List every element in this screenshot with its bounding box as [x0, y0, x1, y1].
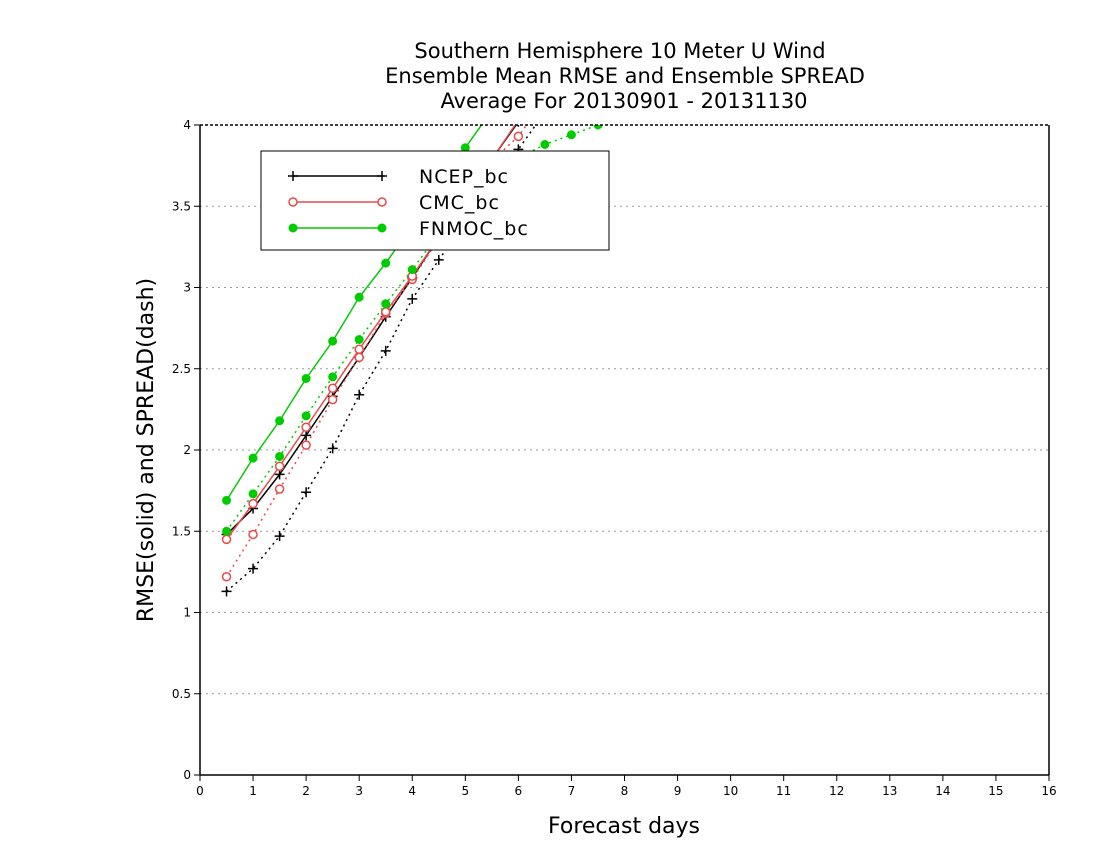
ncep-bc-spread-line	[226, 125, 537, 592]
cmc-bc-rmse-point-5	[354, 344, 364, 354]
cmc-bc-spread-point-11	[513, 131, 524, 142]
x-tick-label-12: 12	[829, 784, 844, 798]
fnmoc-bc-spread-point-2	[275, 452, 285, 461]
y-tick-label-5: 2.5	[172, 362, 191, 376]
x-tick-label-4: 4	[408, 784, 416, 798]
ncep-bc-rmse-point-2	[274, 469, 285, 480]
fnmoc-bc-spread-point-4	[328, 372, 338, 382]
ncep-bc-spread-point-8	[433, 254, 444, 265]
y-tick-label-2: 1	[183, 606, 191, 620]
fnmoc-bc-rmse-point-0	[222, 495, 232, 505]
fnmoc-bc-spread-point-0	[222, 526, 232, 536]
y-tick-label-6: 3	[183, 281, 191, 295]
x-tick-label-10: 10	[723, 784, 738, 798]
y-tick-label-7: 3.5	[172, 199, 191, 213]
legend-marker-end-cmc-bc	[377, 197, 387, 207]
fnmoc-bc-spread-point-7	[407, 265, 417, 275]
fnmoc-bc-spread-line	[225, 125, 601, 532]
fnmoc-bc-spread-point-6	[381, 299, 391, 309]
x-tick-label-2: 2	[302, 784, 310, 798]
x-tick-label-6: 6	[515, 784, 523, 798]
legend-marker-end-ncep-bc	[377, 171, 387, 181]
fnmoc-bc-spread-point-3	[301, 411, 311, 421]
legend: NCEP_bc CMC_bc FNMOC_bc	[260, 150, 610, 251]
fnmoc-bc-spread-point-12	[540, 140, 550, 149]
x-tick-label-14: 14	[935, 784, 950, 798]
x-tick-label-11: 11	[776, 784, 791, 798]
x-tick-label-5: 5	[461, 784, 469, 798]
cmc-bc-spread-point-1	[248, 529, 258, 540]
ncep-bc-spread-point-3	[301, 487, 312, 498]
cmc-bc-rmse-point-3	[301, 422, 311, 432]
fnmoc-bc-rmse-point-6	[381, 258, 391, 268]
y-tick-label-3: 1.5	[172, 524, 191, 538]
fnmoc-bc-spread-point-14	[593, 125, 603, 130]
cmc-bc-spread-point-0	[221, 572, 232, 582]
x-tick-label-15: 15	[988, 784, 1003, 798]
fnmoc-bc-rmse-point-2	[275, 416, 285, 426]
ncep-bc-spread-point-0	[221, 586, 232, 597]
cmc-bc-spread-point-3	[301, 440, 311, 450]
y-tick-label-4: 2	[183, 443, 191, 457]
ncep-bc-spread-point-7	[407, 293, 418, 304]
cmc-bc-rmse-point-4	[327, 383, 338, 393]
y-axis-label: RMSE(solid) and SPREAD(dash)	[134, 278, 159, 622]
fnmoc-bc-spread-point-1	[248, 489, 258, 499]
x-tick-label-16: 16	[1041, 784, 1056, 798]
x-tick-label-8: 8	[621, 784, 629, 798]
legend-box	[260, 150, 610, 251]
y-tick-label-8: 4	[183, 118, 191, 132]
fnmoc-bc-rmse-point-3	[301, 374, 311, 383]
ncep-bc-spread-point-1	[248, 563, 259, 574]
fnmoc-bc-spread-point-5	[354, 335, 364, 344]
title-line-3: Average For 20130901 - 20131130	[440, 89, 807, 113]
cmc-bc-rmse-point-11	[514, 116, 522, 124]
ncep-bc-spread-point-5	[354, 389, 365, 400]
x-axis-label: Forecast days	[548, 814, 700, 839]
fnmoc-bc-rmse-point-5	[354, 292, 364, 302]
cmc-bc-rmse-point-1	[248, 498, 258, 509]
fnmoc-bc-rmse-point-4	[328, 336, 338, 346]
cmc-bc-rmse-line	[225, 125, 516, 540]
legend-marker-start-cmc-bc	[288, 197, 298, 207]
fnmoc-bc-rmse-point-13	[567, 1, 575, 9]
ncep-bc-spread-point-4	[327, 443, 338, 454]
cmc-bc-rmse-point-2	[274, 461, 285, 471]
cmc-bc-rmse-point-14	[594, 6, 602, 14]
legend-label-ncep-bc: NCEP_bc	[419, 166, 509, 188]
x-tick-label-13: 13	[882, 784, 897, 798]
ncep-bc-spread-point-6	[380, 345, 391, 356]
fnmoc-bc-spread-point-13	[566, 130, 576, 140]
ncep-bc-rmse-point-14	[593, 6, 603, 16]
x-tick-label-9: 9	[674, 784, 682, 798]
grid	[200, 205, 1049, 695]
cmc-bc-spread-point-4	[327, 394, 338, 405]
legend-label-cmc-bc: CMC_bc	[419, 192, 500, 214]
cmc-bc-spread-point-2	[274, 484, 285, 494]
legend-marker-start-ncep-bc	[288, 171, 298, 181]
cmc-bc-spread-point-14	[594, 22, 602, 30]
legend-marker-end-fnmoc-bc	[377, 223, 387, 233]
y-tick-label-0: 0	[183, 768, 191, 782]
axis-ticks: 0 1 2 3 4 5 6 7 8 9 10 11 12 13 14 15 1600.511.522.533.5…	[172, 118, 1057, 798]
legend-marker-start-fnmoc-bc	[288, 223, 298, 233]
ncep-bc-spread-point-15	[620, 3, 630, 13]
title-line-2: Ensemble Mean RMSE and Ensemble SPREAD	[385, 64, 865, 88]
ncep-bc-spread-point-2	[274, 531, 285, 542]
fnmoc-bc-rmse-point-1	[248, 453, 258, 463]
x-tick-label-0: 0	[196, 784, 204, 798]
cmc-bc-rmse-point-0	[221, 534, 232, 545]
x-tick-label-3: 3	[355, 784, 363, 798]
x-tick-label-7: 7	[568, 784, 576, 798]
legend-label-fnmoc-bc: FNMOC_bc	[419, 218, 529, 240]
x-tick-label-1: 1	[249, 784, 257, 798]
ncep-bc-rmse-point-3	[301, 430, 312, 441]
cmc-bc-rmse-point-6	[380, 307, 391, 317]
chart-title: Southern Hemisphere 10 Meter U Wind Ense…	[385, 39, 865, 113]
ncep-bc-rmse-point-11	[517, 125, 520, 127]
y-tick-label-1: 0.5	[172, 687, 191, 701]
title-line-1: Southern Hemisphere 10 Meter U Wind	[414, 39, 825, 63]
